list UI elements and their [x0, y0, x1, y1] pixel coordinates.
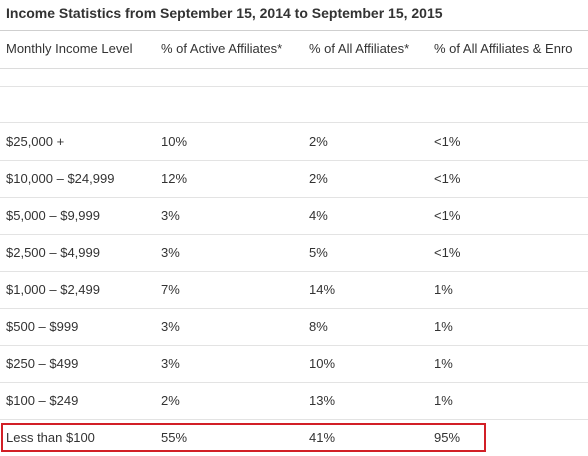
table-header-row: Monthly Income Level % of Active Affilia…: [0, 31, 588, 69]
table-row: $2,500 – $4,999 3% 5% <1%: [0, 234, 588, 272]
income-level-cell: $100 – $249: [6, 393, 79, 408]
active-affiliates-cell: 3%: [161, 356, 180, 371]
income-level-cell: $250 – $499: [6, 356, 79, 371]
table-row: $250 – $499 3% 10% 1%: [0, 345, 588, 383]
income-level-cell: $10,000 – $24,999: [6, 171, 115, 186]
income-level-cell: Less than $100: [6, 430, 95, 445]
all-affiliates-enrollees-cell: 1%: [434, 393, 453, 408]
active-affiliates-cell: 55%: [161, 430, 188, 445]
active-affiliates-cell: 10%: [161, 134, 188, 149]
header-monthly-income-level: Monthly Income Level: [6, 41, 133, 56]
table-row: $500 – $999 3% 8% 1%: [0, 308, 588, 346]
all-affiliates-enrollees-cell: 95%: [434, 430, 461, 445]
all-affiliates-enrollees-cell: 1%: [434, 319, 453, 334]
all-affiliates-cell: 8%: [309, 319, 328, 334]
all-affiliates-cell: 2%: [309, 171, 328, 186]
income-level-cell: $25,000 +: [6, 134, 65, 149]
income-level-cell: $500 – $999: [6, 319, 79, 334]
active-affiliates-cell: 3%: [161, 245, 180, 260]
income-level-cell: $2,500 – $4,999: [6, 245, 100, 260]
income-level-cell: $1,000 – $2,499: [6, 282, 100, 297]
page-title: Income Statistics from September 15, 201…: [6, 5, 443, 21]
all-affiliates-cell: 41%: [309, 430, 336, 445]
table-row: $1,000 – $2,499 7% 14% 1%: [0, 271, 588, 309]
active-affiliates-cell: 2%: [161, 393, 180, 408]
active-affiliates-cell: 12%: [161, 171, 188, 186]
active-affiliates-cell: 3%: [161, 319, 180, 334]
header-active-affiliates: % of Active Affiliates*: [161, 41, 283, 56]
all-affiliates-cell: 14%: [309, 282, 336, 297]
all-affiliates-enrollees-cell: <1%: [434, 171, 461, 186]
table-row: $25,000 + 10% 2% <1%: [0, 123, 588, 161]
table-row-highlighted: Less than $100 55% 41% 95%: [0, 419, 588, 456]
all-affiliates-cell: 2%: [309, 134, 328, 149]
title-divider: [0, 30, 588, 31]
table-row: $5,000 – $9,999 3% 4% <1%: [0, 197, 588, 235]
all-affiliates-enrollees-cell: <1%: [434, 134, 461, 149]
income-level-cell: $5,000 – $9,999: [6, 208, 100, 223]
header-all-affiliates: % of All Affiliates*: [309, 41, 410, 56]
all-affiliates-cell: 4%: [309, 208, 328, 223]
all-affiliates-cell: 5%: [309, 245, 328, 260]
highlight-box: [1, 423, 486, 452]
active-affiliates-cell: 7%: [161, 282, 180, 297]
active-affiliates-cell: 3%: [161, 208, 180, 223]
all-affiliates-cell: 13%: [309, 393, 336, 408]
header-all-affiliates-enrollees: % of All Affiliates & Enro: [434, 41, 573, 56]
table-spacer-row: [0, 69, 588, 87]
table-spacer-row: [0, 87, 588, 123]
table-row: $10,000 – $24,999 12% 2% <1%: [0, 160, 588, 198]
all-affiliates-enrollees-cell: <1%: [434, 245, 461, 260]
all-affiliates-enrollees-cell: 1%: [434, 356, 453, 371]
all-affiliates-enrollees-cell: 1%: [434, 282, 453, 297]
all-affiliates-enrollees-cell: <1%: [434, 208, 461, 223]
all-affiliates-cell: 10%: [309, 356, 336, 371]
table-row: $100 – $249 2% 13% 1%: [0, 382, 588, 420]
